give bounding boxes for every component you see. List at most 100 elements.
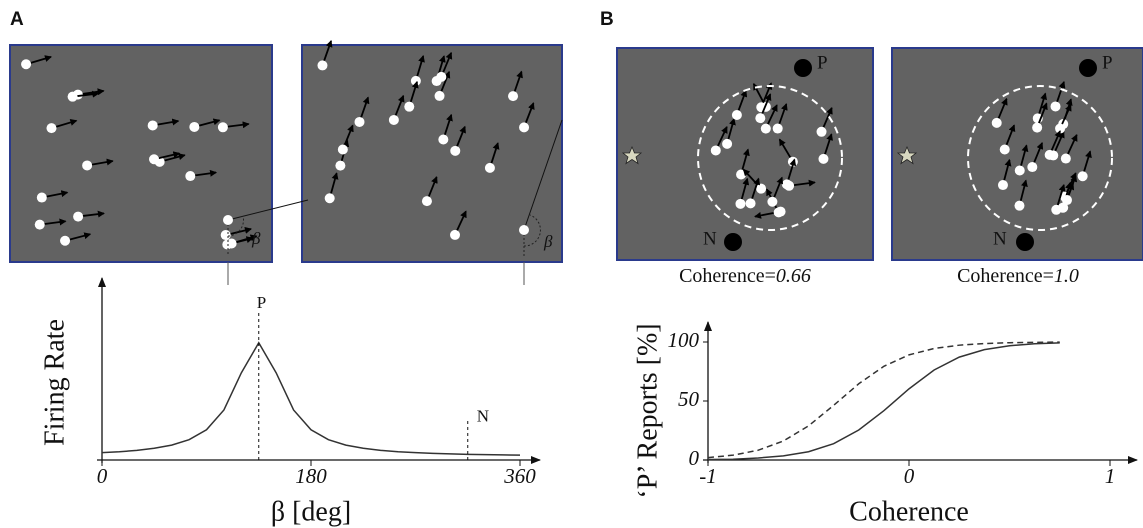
panel-label: A: [10, 9, 24, 30]
stimulus-box: [616, 47, 874, 261]
dot: [999, 144, 1010, 155]
motion-arrow: [1055, 80, 1066, 103]
motion-arrow: [1032, 142, 1044, 164]
dot: [760, 123, 771, 134]
dot: [991, 117, 1002, 128]
motion-arrow: [822, 106, 833, 129]
motion-arrow: [740, 177, 750, 201]
dot: [772, 123, 783, 134]
aperture: [697, 85, 843, 231]
dot: [1060, 153, 1071, 164]
motion-arrow: [1056, 183, 1066, 207]
dot: [335, 160, 346, 171]
motion-arrow: [1037, 102, 1048, 125]
fixation-star: [896, 145, 918, 165]
angle-arc: [227, 215, 244, 237]
motion-arrow: [235, 234, 258, 244]
dot: [450, 145, 461, 156]
target-label: P: [1102, 52, 1113, 73]
aperture: [967, 85, 1113, 231]
motion-arrow: [1019, 179, 1028, 203]
dot: [46, 123, 57, 134]
dot: [1050, 101, 1061, 112]
motion-arrow: [524, 102, 535, 124]
motion-arrow: [229, 227, 252, 235]
motion-arrow: [1003, 158, 1012, 182]
motion-arrow: [741, 148, 750, 171]
motion-arrow: [194, 169, 218, 177]
dot: [508, 91, 519, 102]
caption: Coherence=0.66: [679, 265, 811, 287]
dot: [185, 171, 196, 182]
motion-arrow: [443, 113, 453, 136]
target: [724, 233, 742, 251]
dot: [337, 144, 348, 155]
dot: [756, 183, 767, 194]
motion-arrow: [1060, 103, 1072, 126]
y-axis-label: Firing Rate: [39, 319, 70, 446]
motion-arrow: [409, 80, 419, 104]
motion-arrow: [90, 158, 114, 166]
x-tick-label: 0: [904, 464, 915, 488]
caption-text: Coherence=: [679, 265, 776, 287]
dot: [67, 91, 78, 102]
dot: [421, 196, 432, 207]
dot: [1032, 122, 1043, 133]
line: [101, 341, 521, 456]
motion-arrow: [997, 97, 1008, 120]
dot: [34, 219, 45, 230]
dot: [60, 235, 71, 246]
x-tick-label: -1: [699, 464, 717, 488]
dot: [438, 134, 449, 145]
connector: [227, 199, 309, 221]
target-label: P: [817, 52, 828, 73]
motion-arrow: [157, 151, 181, 160]
dot: [388, 114, 399, 125]
target: [1016, 233, 1034, 251]
motion-arrow: [787, 158, 797, 181]
x-tick-label: 360: [503, 464, 536, 488]
dot: [147, 120, 158, 131]
motion-arrow: [766, 104, 778, 126]
caption: Coherence=1.0: [957, 265, 1079, 287]
dot: [1044, 149, 1055, 160]
dot: [36, 192, 47, 203]
motion-arrow: [773, 176, 784, 199]
caption-value: 0.66: [776, 265, 811, 287]
motion-arrow: [76, 90, 100, 98]
dot: [1014, 200, 1025, 211]
motion-arrow: [750, 177, 761, 200]
motion-arrow: [329, 172, 339, 195]
dot: [781, 179, 792, 190]
dot: [997, 180, 1008, 191]
motion-arrow: [43, 218, 67, 226]
line: [707, 341, 1060, 459]
motion-arrow: [1005, 124, 1016, 147]
x-tick-label: 180: [295, 464, 327, 488]
dot: [816, 126, 827, 137]
x-axis-label: Coherence: [849, 496, 969, 527]
dots: [21, 39, 1092, 250]
target-label: N: [993, 228, 1007, 249]
motion-arrow: [29, 55, 52, 64]
dot: [722, 138, 733, 149]
motion-arrow: [427, 176, 438, 198]
target-label: N: [703, 228, 717, 249]
motion-arrow: [322, 39, 333, 62]
motion-arrow: [440, 70, 451, 93]
motion-arrow: [778, 138, 792, 159]
motion-arrow: [513, 70, 523, 93]
dot: [731, 109, 742, 120]
dot: [767, 196, 778, 207]
motion-arrow: [68, 232, 92, 241]
x-tick-label: 0: [97, 464, 108, 488]
marker-label: P: [257, 293, 266, 312]
target: [1079, 59, 1097, 77]
dot: [450, 229, 461, 240]
motion-arrow: [1019, 144, 1029, 167]
dot: [1027, 162, 1038, 173]
dot: [484, 162, 495, 173]
y-tick-label: 0: [689, 446, 700, 470]
connector: [523, 119, 563, 231]
dot: [818, 153, 829, 164]
